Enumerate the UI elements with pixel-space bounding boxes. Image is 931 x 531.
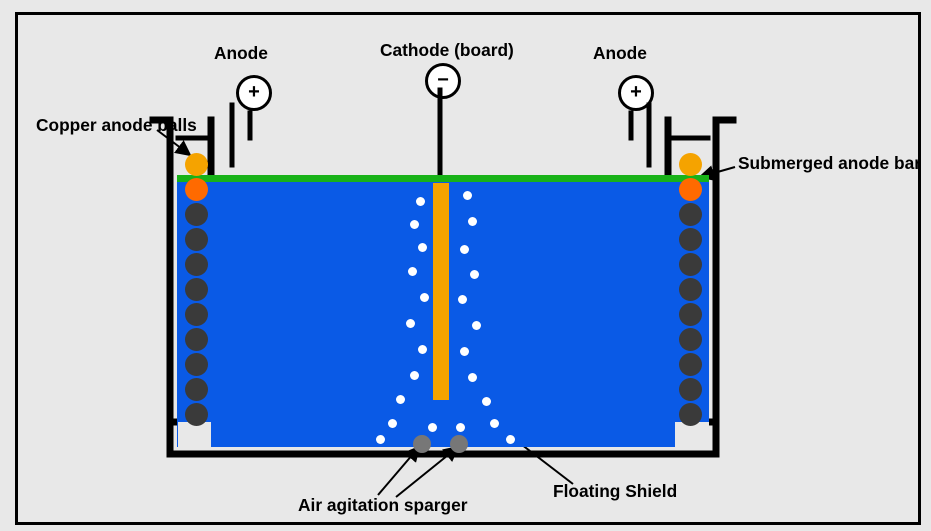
anode-ball xyxy=(185,378,208,401)
anode-ball xyxy=(185,403,208,426)
bubble xyxy=(456,423,465,432)
anode-ball xyxy=(185,228,208,251)
bubble xyxy=(418,345,427,354)
bubble xyxy=(376,435,385,444)
anode-ball xyxy=(679,178,702,201)
anode-ball xyxy=(679,328,702,351)
anode-ball xyxy=(185,303,208,326)
bubble xyxy=(396,395,405,404)
bubble xyxy=(458,295,467,304)
anode-ball xyxy=(185,278,208,301)
sparger-hole xyxy=(413,435,431,453)
bubble xyxy=(506,435,515,444)
bubble xyxy=(406,319,415,328)
bubble xyxy=(408,267,417,276)
bubble xyxy=(470,270,479,279)
bubble xyxy=(490,419,499,428)
terminal-cathode: − xyxy=(425,63,461,99)
cathode-board xyxy=(433,183,449,400)
anode-ball xyxy=(679,203,702,226)
bubble xyxy=(410,220,419,229)
anode-ball xyxy=(185,253,208,276)
bubble xyxy=(463,191,472,200)
diagram-frame: Anode Cathode (board) Anode Copper anode… xyxy=(15,12,921,525)
anode-ball xyxy=(679,228,702,251)
label-cathode: Cathode (board) xyxy=(380,40,514,61)
anode-ball xyxy=(185,328,208,351)
anode-ball xyxy=(679,153,702,176)
bubble xyxy=(410,371,419,380)
anode-ball xyxy=(185,153,208,176)
anode-ball xyxy=(185,203,208,226)
anode-ball xyxy=(679,403,702,426)
bubble xyxy=(472,321,481,330)
label-submerged-bar: Submerged anode bar xyxy=(738,153,921,174)
bubble xyxy=(460,347,469,356)
anode-ball xyxy=(679,303,702,326)
terminal-anode-left: + xyxy=(236,75,272,111)
bubble xyxy=(416,197,425,206)
label-shield: Floating Shield xyxy=(553,481,677,502)
bubble xyxy=(482,397,491,406)
sparger-hole xyxy=(450,435,468,453)
anode-ball xyxy=(679,378,702,401)
label-copper-balls: Copper anode balls xyxy=(36,115,197,136)
label-sparger: Air agitation sparger xyxy=(298,495,467,516)
bubble xyxy=(460,245,469,254)
anode-ball xyxy=(185,178,208,201)
label-anode-left: Anode xyxy=(214,43,268,64)
terminal-anode-right: + xyxy=(618,75,654,111)
bubble xyxy=(468,217,477,226)
anode-ball xyxy=(185,353,208,376)
bubble xyxy=(418,243,427,252)
diagram-stage: Anode Cathode (board) Anode Copper anode… xyxy=(18,15,918,522)
anode-ball xyxy=(679,278,702,301)
bubble xyxy=(428,423,437,432)
bubble xyxy=(388,419,397,428)
anode-ball xyxy=(679,353,702,376)
label-anode-right: Anode xyxy=(593,43,647,64)
solution-surface xyxy=(177,175,709,182)
bubble xyxy=(468,373,477,382)
bubble xyxy=(420,293,429,302)
anode-ball xyxy=(679,253,702,276)
